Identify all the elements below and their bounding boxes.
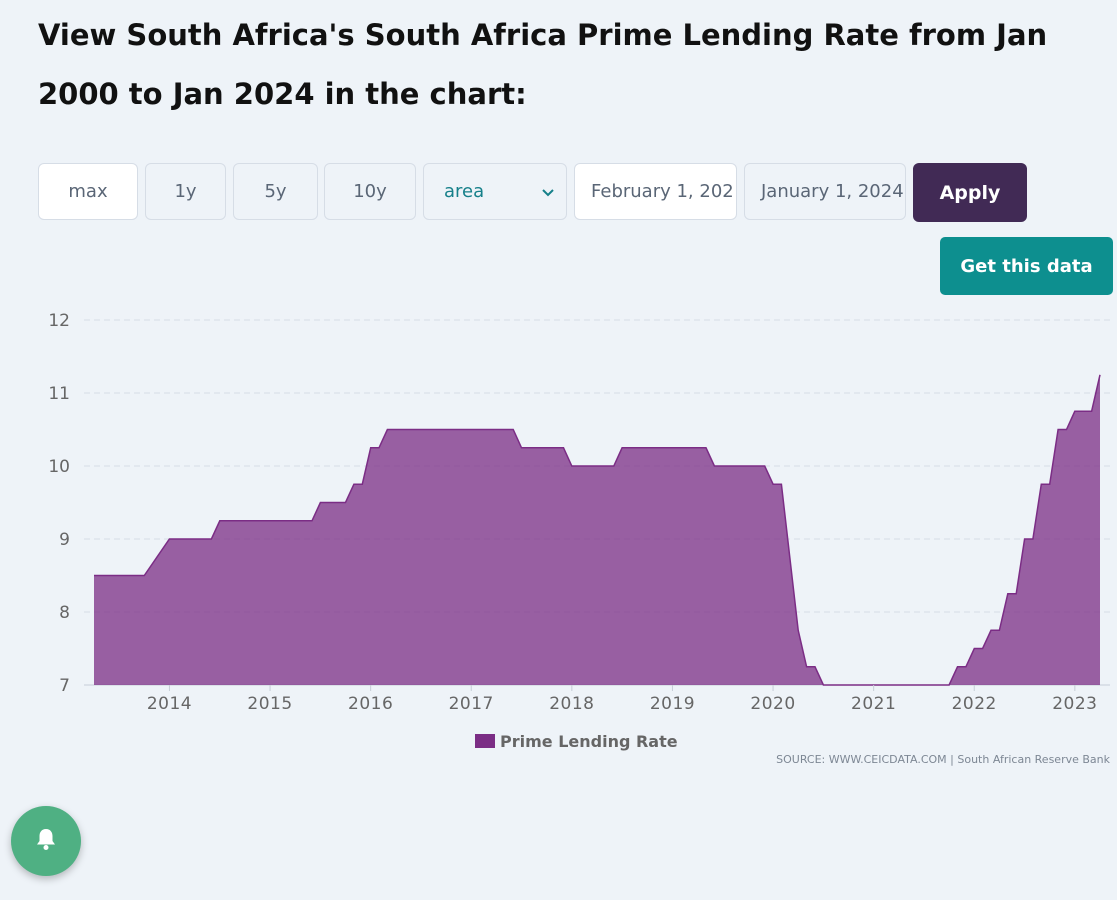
y-tick-label: 11 — [48, 384, 70, 404]
range-1y-button[interactable]: 1y — [145, 163, 226, 220]
range-5y-button[interactable]: 5y — [233, 163, 318, 220]
x-tick-label: 2019 — [650, 694, 695, 714]
range-10y-button[interactable]: 10y — [324, 163, 416, 220]
chevron-down-icon — [542, 181, 554, 202]
get-data-button[interactable]: Get this data — [940, 237, 1113, 295]
chart-type-value: area — [444, 181, 485, 202]
y-tick-label: 12 — [48, 311, 70, 331]
x-tick-label: 2020 — [750, 694, 795, 714]
x-tick-label: 2015 — [247, 694, 292, 714]
start-date-input[interactable]: February 1, 202 — [574, 163, 737, 220]
y-tick-label: 8 — [59, 603, 70, 623]
series-area-prime-lending-rate — [94, 374, 1100, 685]
apply-button[interactable]: Apply — [913, 163, 1027, 222]
y-tick-label: 7 — [59, 676, 70, 696]
end-date-input[interactable]: January 1, 2024 — [744, 163, 906, 220]
series-line-prime-lending-rate — [94, 374, 1101, 686]
legend-label[interactable]: Prime Lending Rate — [500, 732, 678, 751]
y-tick-label: 9 — [59, 530, 70, 550]
range-max-button[interactable]: max — [38, 163, 138, 220]
y-tick-label: 10 — [48, 457, 70, 477]
page-title: View South Africa's South Africa Prime L… — [38, 18, 1048, 111]
notification-button[interactable] — [11, 806, 81, 876]
x-tick-label: 2014 — [147, 694, 192, 714]
x-tick-label: 2016 — [348, 694, 393, 714]
bell-icon — [35, 827, 57, 855]
x-tick-label: 2021 — [851, 694, 896, 714]
x-tick-label: 2022 — [952, 694, 997, 714]
prime-lending-rate-chart: 7 8 9 10 11 12 2014 2015 2016 2017 2018 2019 2020 20… — [48, 311, 1110, 751]
x-tick-label: 2017 — [449, 694, 494, 714]
legend-swatch — [475, 734, 495, 748]
chart-type-select[interactable]: area — [423, 163, 567, 220]
x-tick-label: 2018 — [549, 694, 594, 714]
source-text: SOURCE: WWW.CEICDATA.COM | South African… — [776, 753, 1110, 766]
x-tick-label: 2023 — [1052, 694, 1097, 714]
